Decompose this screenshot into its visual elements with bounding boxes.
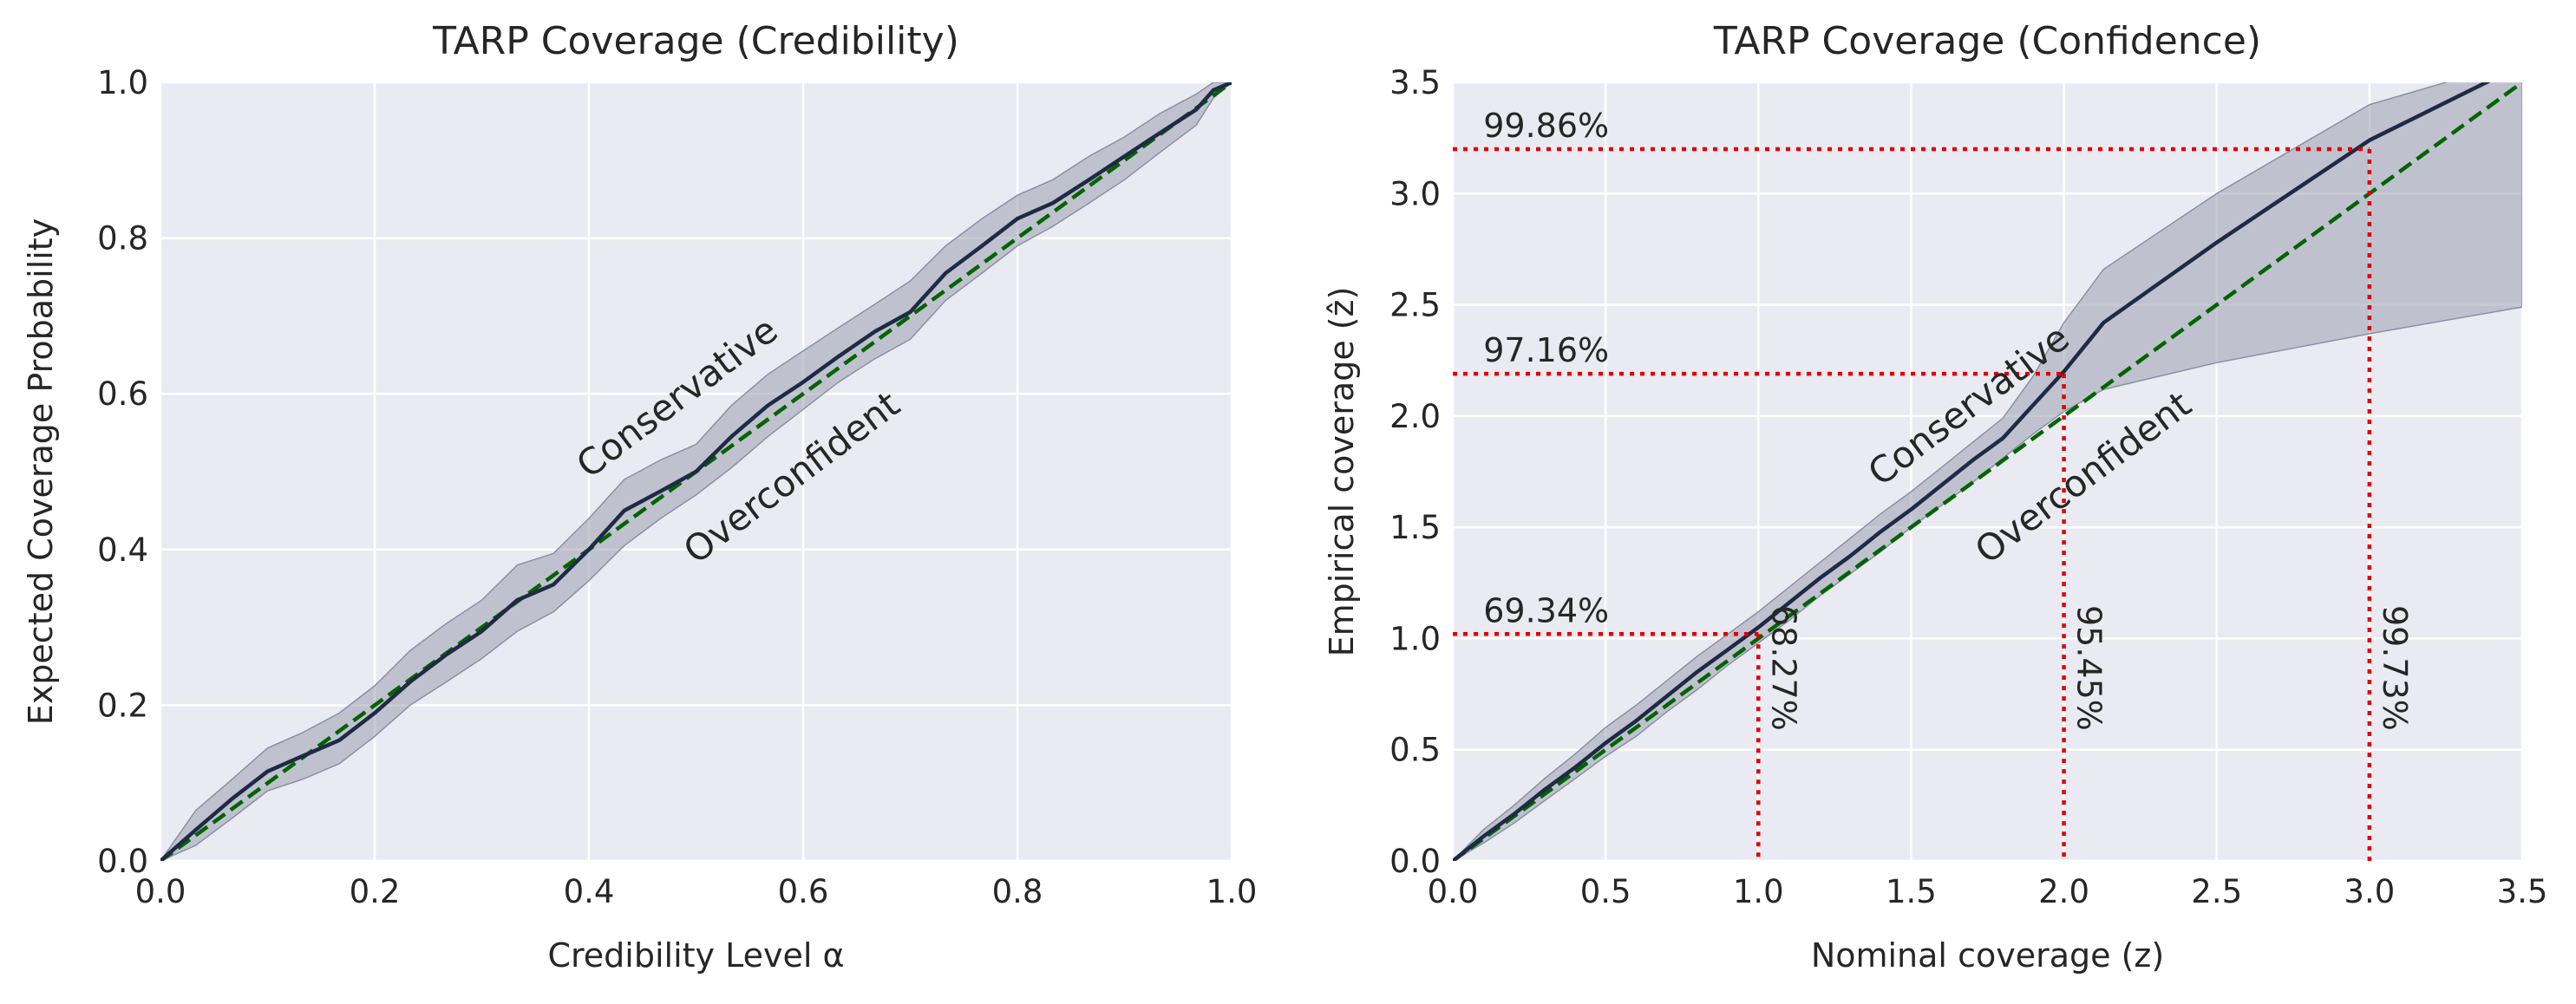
reference-diagonal-line	[1453, 82, 2522, 861]
y-tick-label: 0.0	[97, 843, 148, 880]
y-axis-label: Expected Coverage Probability	[22, 218, 60, 725]
guide-y-label: 97.16%	[1483, 331, 1609, 369]
guide-y-label: 99.86%	[1483, 107, 1609, 145]
y-tick-label: 1.0	[97, 64, 148, 101]
plot-area	[160, 82, 1232, 861]
guide-x-label: 68.27%	[1764, 605, 1802, 731]
chart-title: TARP Coverage (Credibility)	[432, 19, 959, 63]
x-tick-label: 3.5	[2497, 873, 2548, 910]
chart-title: TARP Coverage (Confidence)	[1713, 19, 2261, 63]
y-tick-label: 1.0	[1389, 620, 1441, 657]
y-tick-label: 0.5	[1389, 732, 1441, 769]
guide-x-label: 95.45%	[2070, 605, 2109, 731]
chart-1: 0.0 0.2 0.4 0.6 0.8 1.00.00.20.40.60.81.0Cons…	[22, 19, 1257, 975]
x-tick-label: 3.0	[2344, 873, 2395, 910]
x-tick-label: 0.0	[135, 873, 186, 910]
x-tick-label: 0.6	[778, 873, 829, 910]
x-tick-label: 0.8	[992, 873, 1043, 910]
y-tick-label: 3.5	[1389, 64, 1441, 101]
plot-area	[1453, 82, 2522, 861]
y-axis-label: Empirical coverage (ẑ)	[1323, 287, 1361, 657]
coverage-line	[1453, 82, 2491, 861]
chart-2: 0.0 0.5 1.0 1.5 2.0 2.5 3.0 3.5 0.0 0.5 1.0 1.5 2.0 2…	[1323, 19, 2547, 975]
x-tick-label: 0.0	[1428, 873, 1479, 910]
y-tick-label: 2.5	[1389, 287, 1441, 324]
x-axis-label: Nominal coverage (z)	[1811, 936, 2164, 975]
x-axis-label: Credibility Level α	[547, 936, 844, 975]
y-tick-label: 2.0	[1389, 398, 1441, 435]
x-tick-label: 0.4	[564, 873, 615, 910]
x-tick-label: 0.5	[1580, 873, 1631, 910]
y-tick-label: 0.0	[1389, 843, 1441, 880]
y-tick-label: 0.8	[97, 220, 148, 258]
x-tick-label: 0.2	[350, 873, 401, 910]
guide-x-label: 99.73%	[2376, 605, 2414, 731]
y-tick-label: 0.2	[97, 687, 148, 724]
y-tick-label: 3.0	[1389, 175, 1441, 212]
x-tick-label: 2.0	[2038, 873, 2089, 910]
x-tick-label: 1.0	[1733, 873, 1784, 910]
x-tick-label: 1.5	[1886, 873, 1937, 910]
x-tick-label: 1.0	[1206, 873, 1258, 910]
x-tick-label: 2.5	[2191, 873, 2242, 910]
y-tick-label: 0.4	[97, 531, 148, 569]
y-tick-label: 0.6	[97, 375, 148, 413]
coverage-line	[160, 82, 1232, 861]
y-tick-label: 1.5	[1389, 509, 1441, 546]
guide-y-label: 69.34%	[1483, 591, 1609, 629]
